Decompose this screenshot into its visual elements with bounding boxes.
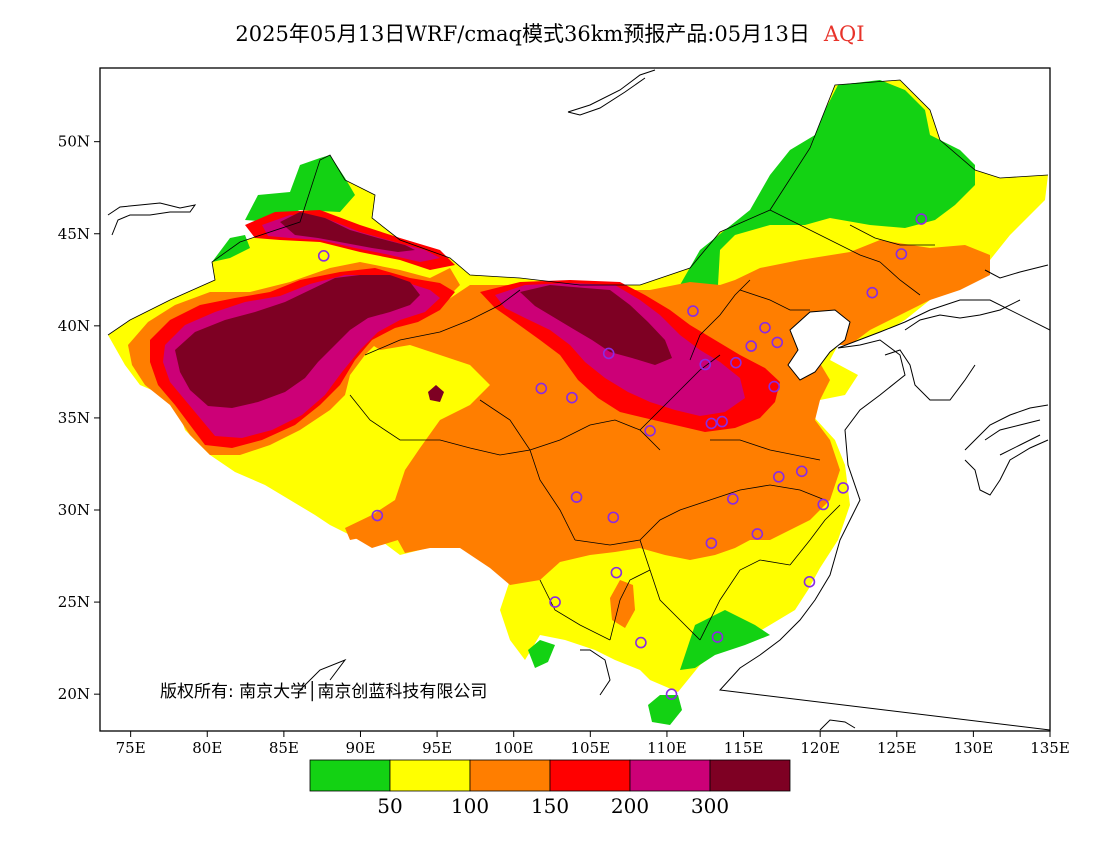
colorbar-label: 100 xyxy=(451,794,489,818)
x-tick-label: 85E xyxy=(269,739,299,757)
station-marker xyxy=(602,347,615,360)
station-marker xyxy=(771,336,784,349)
x-tick-label: 110E xyxy=(647,739,687,757)
y-tick-label: 50N xyxy=(58,133,90,151)
colorbar-swatch xyxy=(309,759,391,792)
station-marker xyxy=(745,340,758,352)
station-marker xyxy=(716,415,728,428)
station-marker xyxy=(803,576,816,588)
aqi-region-50-northwest xyxy=(245,155,355,222)
aqi-region-50-south xyxy=(680,610,770,670)
station-marker xyxy=(751,528,764,540)
colorbar-label: 300 xyxy=(691,794,729,818)
yellow-sea xyxy=(718,299,1050,731)
station-marker xyxy=(566,391,578,404)
aqi-region-300plus-junggar xyxy=(280,212,415,252)
station-marker xyxy=(610,566,623,579)
colorbar-swatch xyxy=(709,759,791,792)
station-marker xyxy=(895,248,908,260)
latitude-axis: 20N 25N 30N 35N 40N 45N 50N xyxy=(58,133,100,703)
map-title: 2025年05月13日WRF/cmaq模式36km预报产品:05月13日 AQI xyxy=(0,18,1100,48)
province-boundaries xyxy=(107,79,1049,641)
map-area xyxy=(107,69,1050,731)
station-marker xyxy=(635,636,647,649)
colorbar-label: 150 xyxy=(531,794,569,818)
station-marker xyxy=(705,417,718,430)
station-marker xyxy=(570,491,583,503)
station-marker xyxy=(772,471,785,483)
station-marker xyxy=(607,511,620,524)
aqi-region-50-guangxi xyxy=(528,640,555,668)
x-tick-label: 130E xyxy=(954,739,994,757)
station-marker xyxy=(866,286,879,299)
monitoring-stations xyxy=(317,213,928,700)
station-marker xyxy=(915,213,928,225)
colorbar-swatch xyxy=(389,759,471,792)
aqi-region-300plus-taklimakan xyxy=(175,275,420,408)
colorbar-label: 200 xyxy=(611,794,649,818)
station-marker xyxy=(687,305,699,317)
x-tick-label: 95E xyxy=(422,739,452,757)
station-marker xyxy=(837,482,849,494)
colorbar-label: 50 xyxy=(377,794,402,818)
aqi-region-150-chongqing xyxy=(690,512,735,555)
station-marker xyxy=(371,509,384,522)
station-marker xyxy=(759,321,771,334)
station-marker xyxy=(549,596,561,608)
copyright-text: 版权所有: 南京大学│南京创蓝科技有限公司 xyxy=(160,681,487,702)
colorbar-swatch xyxy=(549,759,631,792)
station-marker xyxy=(665,688,678,700)
station-marker xyxy=(730,356,742,369)
station-marker xyxy=(711,631,724,643)
y-tick-label: 40N xyxy=(58,317,90,335)
bohai-sea xyxy=(787,309,851,381)
station-marker xyxy=(699,358,712,371)
y-tick-label: 30N xyxy=(58,501,90,519)
map-frame xyxy=(99,67,1051,732)
station-marker xyxy=(705,537,718,549)
title-variable: AQI xyxy=(823,22,865,46)
y-tick-label: 45N xyxy=(58,225,90,243)
x-tick-label: 80E xyxy=(192,739,222,757)
station-marker xyxy=(768,380,780,393)
x-tick-label: 105E xyxy=(571,739,611,757)
x-tick-label: 115E xyxy=(724,739,764,757)
station-marker xyxy=(727,493,739,505)
coastlines xyxy=(107,69,1049,731)
aqi-region-50-hainan xyxy=(648,695,682,725)
x-tick-label: 135E xyxy=(1030,739,1070,757)
y-tick-label: 25N xyxy=(58,593,90,611)
colorbar-swatch xyxy=(469,759,551,792)
aqi-colorbar: 50 100 150 200 300 xyxy=(309,759,791,818)
longitude-axis: 75E 80E 85E 90E 95E 100E 105E 110E 115E 120E 125E 1… xyxy=(116,731,1070,757)
y-tick-label: 35N xyxy=(58,409,90,427)
x-tick-label: 100E xyxy=(494,739,534,757)
y-tick-label: 20N xyxy=(58,685,90,703)
station-marker xyxy=(644,425,656,437)
x-tick-label: 120E xyxy=(800,739,840,757)
colorbar-swatch xyxy=(629,759,711,792)
aqi-region-300plus-spot xyxy=(428,385,444,402)
title-main: 2025年05月13日WRF/cmaq模式36km预报产品:05月13日 xyxy=(235,22,810,46)
x-tick-label: 125E xyxy=(877,739,917,757)
x-tick-label: 75E xyxy=(116,739,146,757)
station-marker xyxy=(535,382,548,395)
aqi-region-50-northeast xyxy=(680,80,975,290)
station-marker xyxy=(817,498,830,511)
aqi-region-300plus-alxa xyxy=(520,285,672,365)
x-tick-label: 90E xyxy=(345,739,375,757)
station-marker xyxy=(795,465,808,478)
aqi-region-150-tibet-south xyxy=(350,510,405,548)
station-marker xyxy=(317,250,330,262)
